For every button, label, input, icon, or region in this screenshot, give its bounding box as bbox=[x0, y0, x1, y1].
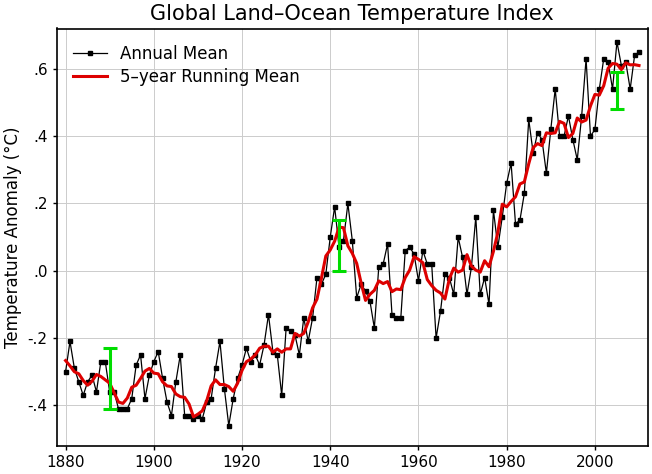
Y-axis label: Temperature Anomaly (°C): Temperature Anomaly (°C) bbox=[4, 127, 22, 348]
5–year Running Mean bbox=[247, 356, 255, 362]
Annual Mean bbox=[278, 392, 286, 398]
5–year Running Mean bbox=[357, 280, 365, 286]
5–year Running Mean bbox=[115, 399, 123, 405]
Annual Mean bbox=[503, 181, 511, 186]
Line: Annual Mean: Annual Mean bbox=[63, 39, 642, 428]
5–year Running Mean bbox=[622, 60, 630, 66]
Annual Mean bbox=[291, 332, 299, 337]
5–year Running Mean bbox=[278, 349, 286, 355]
Annual Mean bbox=[635, 49, 643, 55]
Annual Mean bbox=[357, 282, 365, 287]
Line: 5–year Running Mean: 5–year Running Mean bbox=[66, 63, 639, 417]
Annual Mean bbox=[247, 359, 255, 365]
5–year Running Mean bbox=[62, 358, 70, 364]
5–year Running Mean bbox=[503, 204, 511, 210]
Title: Global Land–Ocean Temperature Index: Global Land–Ocean Temperature Index bbox=[151, 4, 554, 24]
5–year Running Mean bbox=[291, 330, 299, 336]
Legend: Annual Mean, 5–year Running Mean: Annual Mean, 5–year Running Mean bbox=[65, 37, 308, 94]
Annual Mean bbox=[225, 423, 233, 428]
Annual Mean bbox=[613, 39, 621, 45]
Annual Mean bbox=[62, 369, 70, 374]
Annual Mean bbox=[115, 406, 123, 411]
5–year Running Mean bbox=[635, 63, 643, 68]
5–year Running Mean bbox=[190, 414, 198, 419]
